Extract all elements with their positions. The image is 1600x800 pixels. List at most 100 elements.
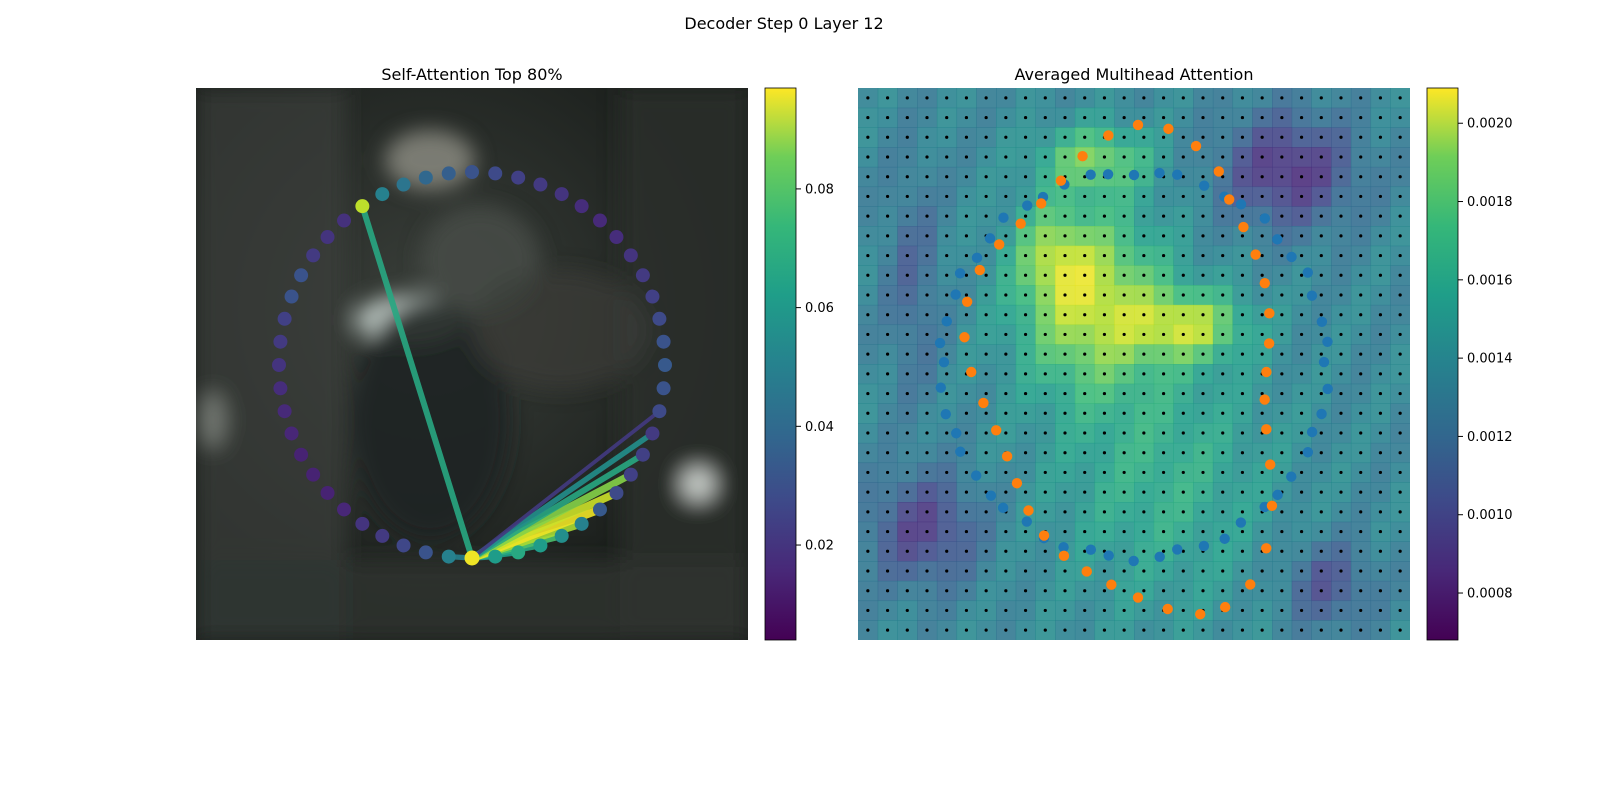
grid-dot — [1063, 214, 1067, 218]
grid-dot — [1319, 608, 1323, 613]
grid-dot — [885, 313, 890, 317]
orange-point — [1190, 140, 1202, 152]
grid-dot — [1023, 194, 1028, 199]
grid-dot — [1063, 253, 1067, 258]
grid-dot — [1339, 96, 1343, 100]
grid-dot — [964, 253, 969, 258]
grid-dot — [1359, 431, 1363, 435]
grid-dot — [1004, 589, 1008, 593]
grid-dot — [1359, 253, 1363, 258]
grid-dot — [925, 273, 929, 277]
grid-dot — [1083, 431, 1087, 435]
grid-dot — [925, 411, 929, 415]
grid-dot — [1161, 529, 1166, 534]
grid-dot — [1004, 628, 1008, 632]
grid-dot — [1260, 529, 1264, 534]
grid-dot — [1023, 155, 1028, 159]
grid-dot — [1004, 411, 1008, 415]
grid-dot — [1063, 608, 1067, 613]
grid-dot — [1083, 253, 1087, 258]
grid-dot — [1102, 608, 1107, 613]
grid-dot — [1181, 391, 1185, 396]
grid-dot — [925, 155, 929, 159]
contour-point — [396, 538, 411, 553]
grid-dot — [984, 273, 988, 277]
orange-point — [1238, 221, 1249, 233]
grid-dot — [866, 569, 870, 573]
grid-dot — [1083, 451, 1087, 455]
grid-dot — [1260, 175, 1264, 179]
right-panel-title: Averaged Multihead Attention — [1015, 65, 1254, 84]
contour-point — [277, 311, 292, 326]
grid-dot — [1122, 96, 1126, 100]
grid-dot — [945, 313, 949, 317]
grid-dot — [1181, 253, 1185, 258]
grid-dot — [1299, 96, 1304, 100]
grid-dot — [1102, 155, 1107, 159]
grid-dot — [984, 372, 988, 376]
grid-dot — [1359, 175, 1363, 179]
contour-point — [355, 199, 370, 214]
grid-dot — [1240, 115, 1245, 120]
grid-dot — [1063, 470, 1067, 475]
grid-dot — [1122, 352, 1126, 356]
grid-dot — [1004, 490, 1008, 494]
grid-dot — [1378, 115, 1383, 120]
grid-dot — [964, 411, 969, 415]
grid-dot — [1398, 510, 1402, 514]
grid-dot — [964, 96, 969, 100]
grid-dot — [1319, 293, 1323, 297]
grid-dot — [925, 135, 929, 139]
grid-dot — [1240, 589, 1245, 593]
colorbar-tick-label: 0.0008 — [1467, 587, 1513, 602]
grid-dot — [1161, 589, 1166, 593]
grid-dot — [1201, 194, 1205, 199]
grid-dot — [1181, 549, 1185, 553]
grid-dot — [1063, 313, 1067, 317]
grid-dot — [1181, 313, 1185, 317]
grid-dot — [1043, 451, 1047, 455]
grid-dot — [866, 549, 870, 553]
attention-line — [469, 430, 656, 561]
grid-dot — [945, 194, 949, 199]
contour-point — [465, 165, 479, 179]
grid-dot — [1299, 490, 1304, 494]
grid-dot — [1319, 510, 1323, 514]
contour-point — [320, 485, 335, 500]
orange-point — [1055, 175, 1067, 186]
grid-dot — [866, 391, 870, 396]
orange-point — [1162, 603, 1173, 615]
grid-dot — [1299, 628, 1304, 632]
grid-dot — [1339, 234, 1343, 238]
grid-dot — [984, 569, 988, 573]
grid-dot — [1339, 332, 1343, 337]
grid-dot — [945, 569, 949, 573]
grid-dot — [1083, 589, 1087, 593]
grid-dot — [866, 372, 870, 376]
grid-dot — [1181, 234, 1185, 238]
grid-dot — [1260, 411, 1264, 415]
contour-point — [554, 187, 569, 202]
grid-dot — [1339, 608, 1343, 613]
grid-dot — [1122, 155, 1126, 159]
contour-point — [554, 528, 569, 543]
contour-point — [272, 358, 286, 372]
grid-dot — [1122, 135, 1126, 139]
grid-dot — [1201, 96, 1205, 100]
grid-dot — [1004, 115, 1008, 120]
grid-dot — [1122, 569, 1126, 573]
grid-dot — [945, 96, 949, 100]
grid-dot — [1161, 451, 1166, 455]
grid-dot — [1122, 115, 1126, 120]
grid-dot — [1221, 332, 1225, 337]
grid-dot — [1339, 214, 1343, 218]
grid-dot — [1083, 293, 1087, 297]
blue-point — [997, 502, 1009, 514]
orange-point — [1015, 218, 1026, 229]
grid-dot — [866, 313, 870, 317]
grid-dot — [1181, 372, 1185, 376]
blue-point — [1318, 356, 1330, 368]
grid-dot — [1359, 313, 1363, 317]
grid-dot — [1181, 194, 1185, 199]
grid-dot — [1004, 608, 1008, 613]
